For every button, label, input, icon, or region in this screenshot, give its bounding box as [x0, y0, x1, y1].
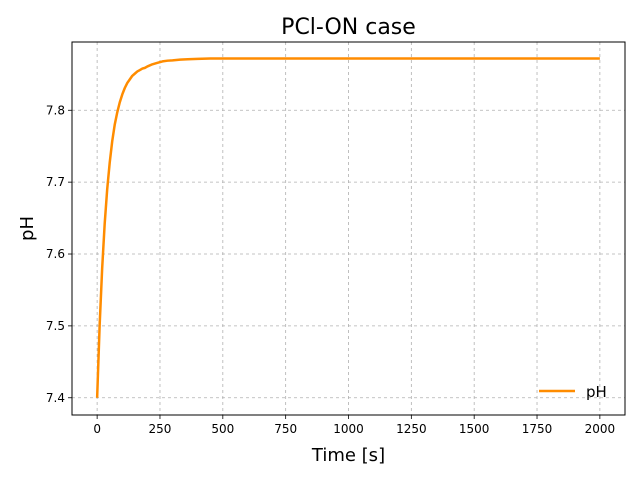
y-tick-label: 7.7 [46, 175, 65, 189]
x-tick-label: 500 [211, 422, 234, 436]
x-tick-label: 250 [149, 422, 172, 436]
x-tick-label: 1250 [396, 422, 427, 436]
x-tick-label: 2000 [585, 422, 616, 436]
x-tick-label: 1750 [522, 422, 553, 436]
y-tick-label: 7.4 [46, 391, 65, 405]
x-tick-label: 1000 [333, 422, 364, 436]
y-tick-label: 7.8 [46, 103, 65, 117]
x-axis-label: Time [s] [311, 445, 385, 466]
x-tick-label: 0 [93, 422, 101, 436]
grid [72, 42, 625, 415]
y-tick-label: 7.6 [46, 247, 65, 261]
x-tick-label: 1500 [459, 422, 490, 436]
y-axis-ticks: 7.4 7.5 7.6 7.7 7.8 [46, 103, 72, 405]
series-line-ph [95, 57, 600, 398]
legend: pH [539, 383, 607, 401]
y-tick-label: 7.5 [46, 319, 65, 333]
y-axis-label: pH [17, 216, 38, 241]
legend-label-ph: pH [586, 383, 607, 401]
chart-title: PCl-ON case [281, 15, 416, 40]
series-layer [95, 57, 600, 398]
x-axis-ticks: 0 250 500 750 1000 1250 1500 1750 2000 [93, 415, 615, 436]
x-tick-label: 750 [274, 422, 297, 436]
